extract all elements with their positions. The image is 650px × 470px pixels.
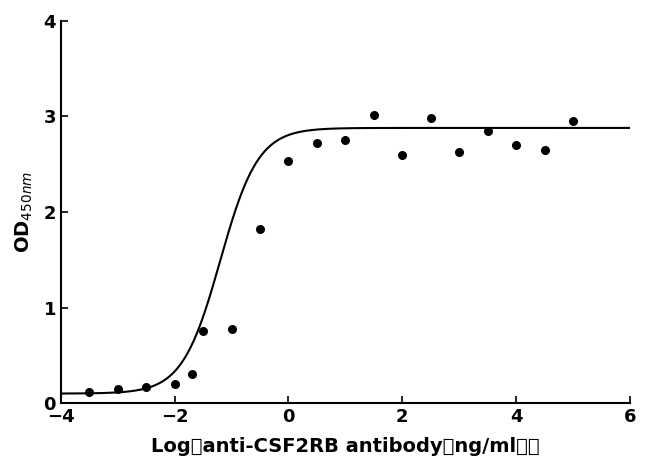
- Point: [198, 328, 209, 335]
- Point: [226, 325, 237, 332]
- Point: [369, 111, 379, 118]
- Point: [426, 115, 436, 122]
- Point: [567, 118, 578, 125]
- Point: [255, 226, 265, 233]
- Point: [482, 127, 493, 134]
- Point: [112, 385, 123, 392]
- Y-axis label: OD$_{450nm}$: OD$_{450nm}$: [14, 171, 35, 253]
- Point: [540, 146, 550, 154]
- Point: [187, 371, 197, 378]
- Point: [511, 141, 521, 149]
- Point: [84, 388, 94, 395]
- Point: [312, 140, 322, 147]
- Point: [283, 157, 294, 165]
- Point: [170, 380, 180, 388]
- Point: [454, 148, 464, 156]
- Point: [340, 137, 350, 144]
- Point: [141, 383, 151, 391]
- X-axis label: Log（anti-CSF2RB antibody（ng/ml））: Log（anti-CSF2RB antibody（ng/ml））: [151, 437, 540, 456]
- Point: [397, 151, 408, 158]
